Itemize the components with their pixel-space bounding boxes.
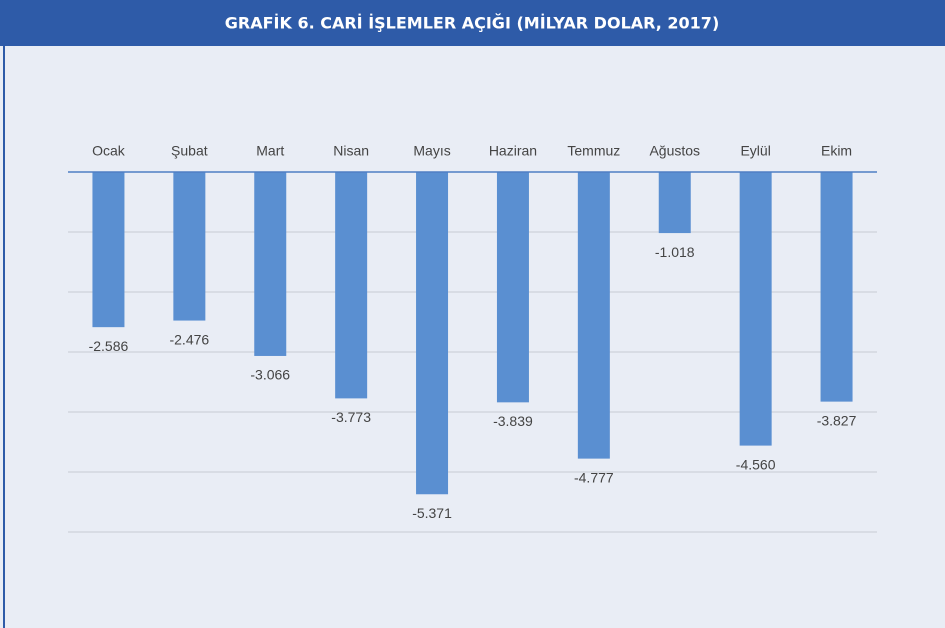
bar [416, 172, 449, 495]
value-label: -3.839 [493, 413, 533, 429]
value-label: -1.018 [655, 244, 695, 260]
value-label: -2.476 [169, 331, 209, 347]
bar [820, 172, 853, 402]
x-tick-label: Eylül [740, 143, 770, 159]
x-tick-label: Mart [256, 143, 284, 159]
x-tick-label: Ocak [92, 143, 126, 159]
value-label: -4.560 [736, 456, 776, 472]
value-label: -5.371 [412, 505, 452, 521]
bar [254, 172, 287, 356]
value-label: -3.827 [817, 412, 857, 428]
x-tick-label: Temmuz [567, 143, 620, 159]
bar [739, 172, 772, 446]
x-tick-label: Şubat [171, 143, 208, 159]
title-bar [0, 0, 945, 46]
x-tick-label: Ekim [821, 143, 852, 159]
x-tick-label: Haziran [489, 143, 537, 159]
value-label: -3.066 [250, 367, 290, 383]
bar [577, 172, 610, 459]
value-label: -4.777 [574, 469, 614, 485]
bar [173, 172, 206, 321]
value-label: -3.773 [331, 409, 371, 425]
value-label: -2.586 [89, 338, 129, 354]
x-tick-label: Mayıs [413, 143, 450, 159]
x-tick-label: Nisan [333, 143, 369, 159]
bar [496, 172, 529, 403]
bar [335, 172, 368, 399]
chart-title: GRAFİK 6. CARİ İŞLEMLER AÇIĞI (MİLYAR DO… [225, 14, 720, 33]
x-tick-label: Ağustos [649, 143, 700, 159]
bar [658, 172, 691, 234]
bar [92, 172, 125, 328]
